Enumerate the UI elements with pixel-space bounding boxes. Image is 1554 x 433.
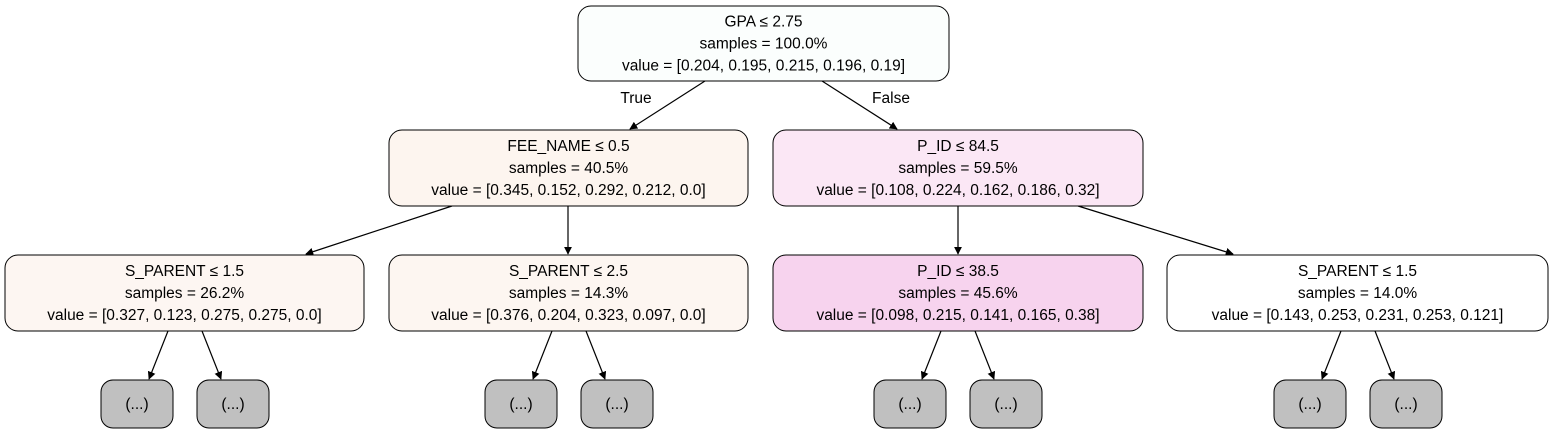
node-condition: P_ID ≤ 84.5: [917, 138, 999, 155]
split-node-n4: S_PARENT ≤ 2.5 samples = 14.3% value = [0.…: [388, 254, 749, 332]
node-samples: samples = 40.5%: [509, 160, 629, 177]
node-condition: P_ID ≤ 38.5: [917, 263, 999, 280]
node-samples: samples = 100.0%: [700, 36, 828, 53]
edge-n5-to-t6: [974, 330, 996, 380]
node-box: [580, 379, 654, 429]
collapsed-subtree-node: (...): [969, 379, 1043, 429]
node-box: [1166, 254, 1549, 332]
node-value: value = [0.098, 0.215, 0.141, 0.165, 0.3…: [816, 307, 1099, 324]
node-box: [969, 379, 1043, 429]
node-value: value = [0.376, 0.204, 0.323, 0.097, 0.0…: [431, 307, 705, 324]
node-samples: samples = 14.3%: [509, 285, 629, 302]
edges-layer: True False: [147, 80, 1396, 380]
split-node-n1: FEE_NAME ≤ 0.5 samples = 40.5% value = [0.…: [388, 129, 749, 207]
node-ellipsis: (...): [898, 396, 921, 413]
split-node-n6: S_PARENT ≤ 1.5 samples = 14.0% value = [0.…: [1166, 254, 1549, 332]
node-box: [196, 379, 270, 429]
node-box: [388, 254, 749, 332]
node-value: value = [0.143, 0.253, 0.231, 0.253, 0.1…: [1212, 307, 1504, 324]
node-value: value = [0.204, 0.195, 0.215, 0.196, 0.1…: [622, 58, 905, 75]
node-box: [577, 5, 950, 82]
edge-n2-to-n6: [1077, 205, 1234, 256]
node-ellipsis: (...): [125, 396, 148, 413]
edge-root-to-n1: [629, 80, 706, 130]
split-node-n3: S_PARENT ≤ 1.5 samples = 26.2% value = [0.…: [4, 254, 365, 332]
collapsed-subtree-node: (...): [196, 379, 270, 429]
node-samples: samples = 59.5%: [898, 160, 1018, 177]
node-condition: S_PARENT ≤ 1.5: [1298, 263, 1417, 280]
edge-n4-to-t3: [531, 330, 553, 380]
node-condition: S_PARENT ≤ 1.5: [125, 263, 244, 280]
node-value: value = [0.327, 0.123, 0.275, 0.275, 0.0…: [47, 307, 321, 324]
node-ellipsis: (...): [221, 396, 244, 413]
split-node-n2: P_ID ≤ 84.5 samples = 59.5% value = [0.108…: [772, 129, 1144, 207]
node-box: [873, 379, 947, 429]
node-value: value = [0.345, 0.152, 0.292, 0.212, 0.0…: [431, 182, 705, 199]
node-ellipsis: (...): [509, 396, 532, 413]
edge-n5-to-t5: [920, 330, 942, 380]
edge-n6-to-t7: [1320, 330, 1342, 380]
node-box: [4, 254, 365, 332]
node-box: [1273, 379, 1347, 429]
node-box: [772, 254, 1144, 332]
node-ellipsis: (...): [1394, 396, 1417, 413]
node-samples: samples = 26.2%: [125, 285, 245, 302]
edge-n3-to-t1: [147, 330, 169, 380]
collapsed-subtree-node: (...): [873, 379, 947, 429]
node-box: [772, 129, 1144, 207]
collapsed-subtree-node: (...): [484, 379, 558, 429]
collapsed-subtree-node: (...): [1273, 379, 1347, 429]
node-ellipsis: (...): [605, 396, 628, 413]
edge-n6-to-t8: [1374, 330, 1396, 380]
node-ellipsis: (...): [994, 396, 1017, 413]
node-condition: S_PARENT ≤ 2.5: [509, 263, 628, 280]
edge-n4-to-t4: [585, 330, 607, 380]
split-node-root: GPA ≤ 2.75 samples = 100.0% value = [0.204…: [577, 5, 950, 82]
node-value: value = [0.108, 0.224, 0.162, 0.186, 0.3…: [816, 182, 1099, 199]
split-node-n5: P_ID ≤ 38.5 samples = 45.6% value = [0.098…: [772, 254, 1144, 332]
collapsed-subtree-node: (...): [1369, 379, 1443, 429]
node-condition: FEE_NAME ≤ 0.5: [507, 138, 629, 155]
edge-label-false: False: [872, 90, 910, 107]
node-box: [100, 379, 174, 429]
collapsed-subtree-node: (...): [100, 379, 174, 429]
collapsed-subtree-node: (...): [580, 379, 654, 429]
edge-root-to-n2: [821, 80, 898, 130]
node-box: [484, 379, 558, 429]
edge-n1-to-n3: [305, 205, 453, 256]
nodes-layer: GPA ≤ 2.75 samples = 100.0% value = [0.204…: [4, 5, 1549, 429]
node-samples: samples = 14.0%: [1298, 285, 1418, 302]
edge-n3-to-t2: [201, 330, 223, 380]
node-condition: GPA ≤ 2.75: [724, 14, 802, 31]
edge-label-true: True: [620, 90, 651, 107]
node-box: [388, 129, 749, 207]
node-samples: samples = 45.6%: [898, 285, 1018, 302]
node-box: [1369, 379, 1443, 429]
node-ellipsis: (...): [1298, 396, 1321, 413]
